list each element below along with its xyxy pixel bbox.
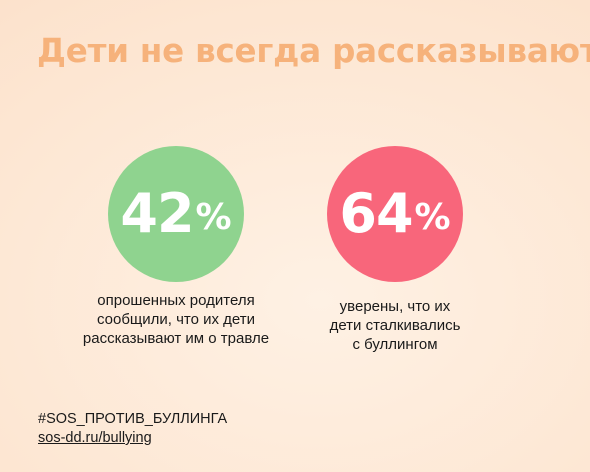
footer: #SOS_ПРОТИВ_БУЛЛИНГА sos-dd.ru/bullying (38, 410, 227, 448)
stat-circle-green: 42% (108, 146, 244, 282)
stat-number: 42 (120, 182, 194, 245)
percent-sign: % (414, 197, 451, 238)
hashtag: #SOS_ПРОТИВ_БУЛЛИНГА (38, 411, 228, 427)
caption-line: дети сталкивались (329, 317, 461, 334)
stat-children-faced-bullying: 64% уверены, что их дети сталкивались с … (275, 146, 515, 354)
stat-parents-told: 42% опрошенных родителя сообщили, что их… (56, 146, 296, 348)
caption-line: рассказывают им о травле (82, 330, 270, 347)
caption-line: сообщили, что их дети (96, 311, 256, 328)
caption-line: опрошенных родителя (97, 292, 255, 309)
stat-caption: опрошенных родителя сообщили, что их дет… (56, 291, 296, 348)
caption-line: с буллингом (352, 336, 438, 353)
page-title: Дети не всегда рассказывают (37, 32, 590, 70)
stat-number: 64 (339, 182, 413, 245)
source-link[interactable]: sos-dd.ru/bullying (38, 430, 152, 446)
stat-caption: уверены, что их дети сталкивались с булл… (275, 297, 515, 354)
caption-line: уверены, что их (339, 298, 451, 315)
percent-sign: % (195, 197, 232, 238)
stat-circle-pink: 64% (327, 146, 463, 282)
